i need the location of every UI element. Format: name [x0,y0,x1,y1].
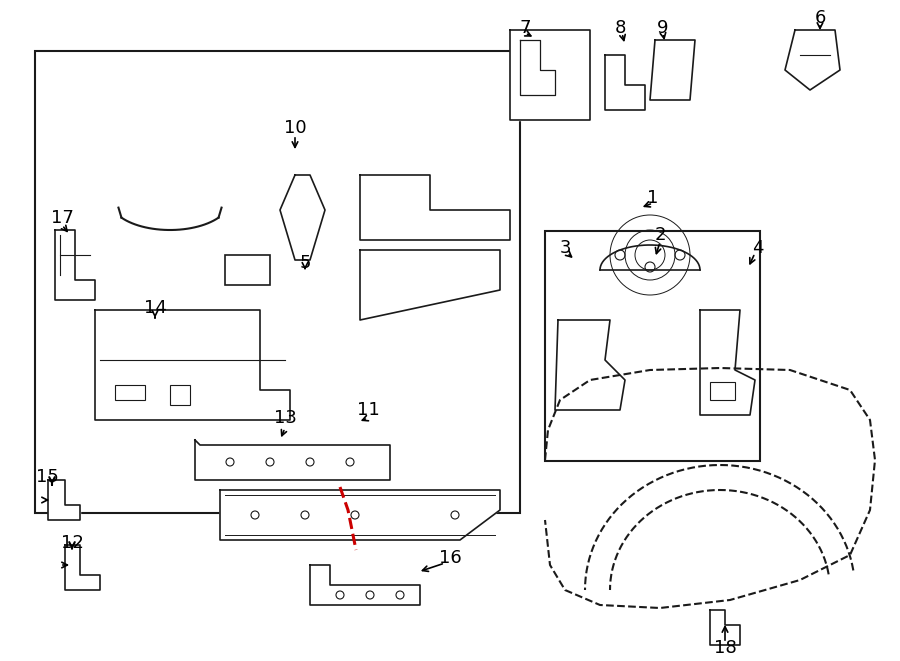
Polygon shape [785,30,840,90]
Text: 10: 10 [284,119,306,137]
Text: 8: 8 [615,19,626,37]
Polygon shape [510,30,590,120]
Text: 4: 4 [752,239,764,257]
Bar [115,385,145,400]
Bar [545,231,760,461]
Polygon shape [605,55,645,110]
Polygon shape [700,310,755,415]
Polygon shape [555,320,625,410]
Polygon shape [48,480,80,520]
Text: 12: 12 [60,534,84,552]
Polygon shape [95,310,290,420]
Polygon shape [65,545,100,590]
Text: 3: 3 [559,239,571,257]
Text: 7: 7 [519,19,531,37]
Polygon shape [520,40,555,95]
Polygon shape [360,250,500,320]
Polygon shape [600,245,700,270]
Text: 15: 15 [36,468,58,486]
Text: 14: 14 [144,299,166,317]
Polygon shape [310,565,420,605]
Polygon shape [195,440,390,480]
Polygon shape [55,230,95,300]
Polygon shape [220,490,500,540]
Bar [710,382,735,400]
Polygon shape [710,610,740,645]
Text: 17: 17 [50,209,74,227]
Polygon shape [360,175,510,240]
Text: 1: 1 [647,189,659,207]
Polygon shape [280,175,325,260]
Polygon shape [650,40,695,100]
Text: 16: 16 [438,549,462,567]
Bar [170,385,190,405]
Bar [225,255,270,285]
Text: 2: 2 [654,226,666,244]
Text: 5: 5 [299,254,310,272]
Text: 9: 9 [657,19,669,37]
Text: 18: 18 [714,639,736,657]
Text: 11: 11 [356,401,380,419]
Text: 13: 13 [274,409,296,427]
Bar [35,51,520,513]
Text: 6: 6 [814,9,825,27]
